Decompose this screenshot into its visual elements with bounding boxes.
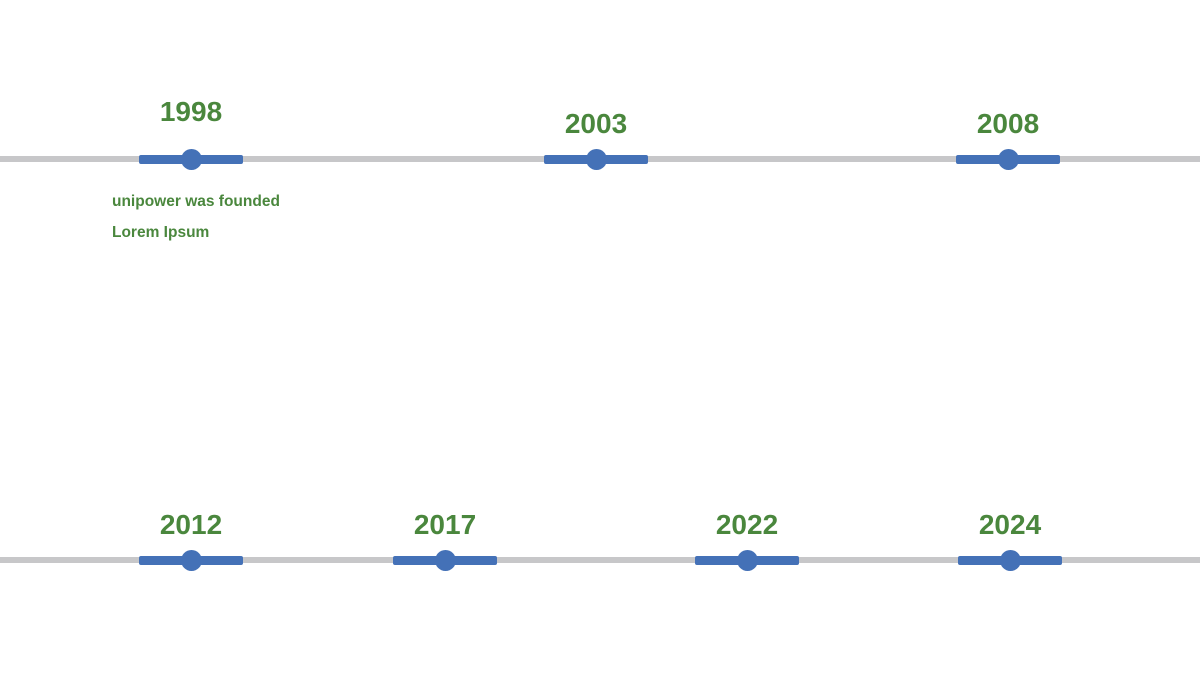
event-year-label: 2024 <box>978 509 1042 540</box>
event-year-label: 2012 <box>159 509 223 540</box>
event-year-label: 2017 <box>413 509 477 540</box>
event-dot-icon <box>434 549 456 571</box>
event-dot-icon <box>180 549 202 571</box>
event-dot-icon <box>997 148 1019 170</box>
event-description: unipower was founded Lorem Ipsum <box>112 186 280 248</box>
event-year-label: 2022 <box>715 509 779 540</box>
event-dot-icon <box>180 148 202 170</box>
event-dot-icon <box>736 549 758 571</box>
timeline-track <box>0 557 1200 563</box>
event-year-label: 2008 <box>976 108 1040 139</box>
event-description-line: Lorem Ipsum <box>112 224 210 241</box>
event-dot-icon <box>999 549 1021 571</box>
event-year-label: 2003 <box>564 108 628 139</box>
event-year-label: 1998 <box>159 96 223 127</box>
event-dot-icon <box>585 148 607 170</box>
event-description-line: unipower was founded <box>112 193 280 210</box>
